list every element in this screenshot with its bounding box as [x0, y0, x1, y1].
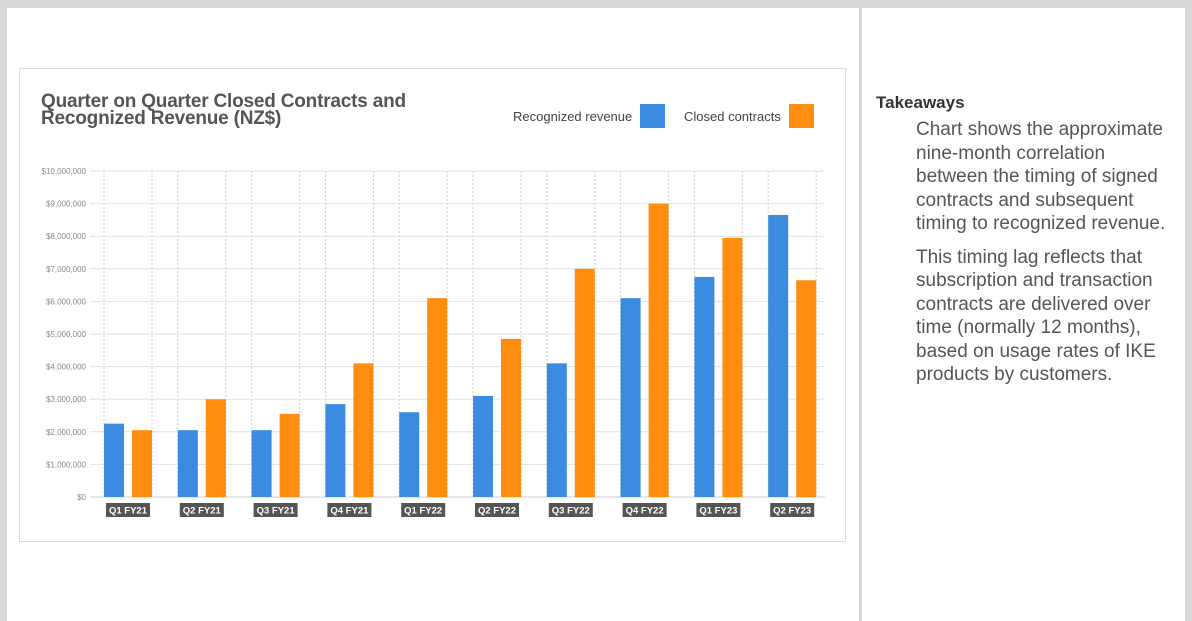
bar-closed-contracts-q3-fy21: [279, 413, 300, 497]
y-tick-label: $4,000,000: [46, 363, 87, 372]
legend-swatch-recognized-revenue: [640, 104, 666, 128]
bar-recognized-revenue-q1-fy21: [104, 423, 124, 497]
x-tick-label: Q3 FY22: [552, 506, 590, 517]
bar-closed-contracts-q2-fy22: [501, 338, 521, 497]
bar-recognized-revenue-q1-fy22: [399, 412, 420, 497]
y-tick-label: $10,000,000: [42, 167, 87, 176]
y-tick-label: $9,000,000: [46, 200, 87, 209]
x-tick-label-bg: [106, 503, 150, 517]
y-tick-label: $0: [77, 493, 86, 502]
bar-recognized-revenue-q2-fy23: [768, 215, 789, 497]
x-tick-label-bg: [401, 503, 446, 517]
takeaways-panel: Takeaways Chart shows the approximate ni…: [876, 93, 1181, 397]
bar-recognized-revenue-q2-fy22: [473, 395, 493, 497]
bar-recognized-revenue-q3-fy21: [251, 430, 272, 497]
y-tick-label: $5,000,000: [46, 330, 87, 339]
y-tick-label: $2,000,000: [46, 428, 87, 437]
x-tick-label: Q1 FY21: [109, 506, 148, 517]
bar-recognized-revenue-q2-fy21: [177, 430, 198, 497]
bar-recognized-revenue-q1-fy23: [694, 276, 715, 497]
x-tick-label: Q2 FY22: [478, 506, 516, 517]
x-tick-label-bg: [327, 503, 372, 517]
bar-recognized-revenue-q4-fy22: [620, 298, 641, 497]
x-tick-label: Q1 FY23: [699, 506, 737, 517]
bar-closed-contracts-q2-fy23: [796, 280, 817, 497]
bar-closed-contracts-q1-fy21: [132, 430, 152, 497]
x-tick-label: Q1 FY22: [404, 506, 442, 517]
bar-closed-contracts-q4-fy21: [353, 363, 374, 497]
x-tick-label-bg: [622, 503, 667, 517]
window-frame-left: [0, 0, 7, 621]
x-tick-label-bg: [475, 503, 519, 517]
x-tick-label: Q2 FY23: [773, 506, 811, 517]
x-tick-label-bg: [179, 503, 224, 517]
y-tick-label: $1,000,000: [46, 460, 87, 469]
x-tick-label: Q4 FY22: [626, 506, 664, 517]
bar-closed-contracts-q2-fy21: [205, 399, 226, 497]
window-frame-right: [1185, 0, 1192, 621]
y-tick-label: $3,000,000: [46, 395, 87, 404]
y-tick-label: $7,000,000: [46, 265, 87, 274]
x-tick-label: Q2 FY21: [183, 506, 222, 517]
takeaway-paragraph-1: Chart shows the approximate nine-month c…: [916, 119, 1166, 234]
x-tick-label: Q4 FY21: [330, 506, 369, 517]
chart-card: Quarter on Quarter Closed Contracts and …: [19, 68, 846, 542]
panel-divider: [859, 8, 862, 621]
x-tick-label: Q3 FY21: [257, 506, 296, 517]
x-tick-label-bg: [253, 503, 298, 517]
bar-closed-contracts-q1-fy22: [427, 298, 448, 497]
bar-chart: $0 $1,000,000 $2,000,000 $3,000,000 $4,000,0…: [42, 167, 825, 517]
bar-closed-contracts-q3-fy22: [574, 268, 595, 497]
takeaway-paragraph-2: This timing lag reflects that subscripti…: [916, 246, 1156, 386]
takeaways-heading: Takeaways: [876, 93, 965, 112]
bar-recognized-revenue-q3-fy22: [546, 363, 567, 497]
x-tick-label-bg: [548, 503, 593, 517]
x-tick-label-bg: [696, 503, 741, 517]
legend-label-recognized-revenue: Recognized revenue: [513, 108, 633, 124]
window-frame-top: [0, 0, 1192, 8]
bar-closed-contracts-q1-fy23: [722, 237, 743, 497]
legend-item-recognized-revenue: Recognized revenue: [513, 104, 666, 128]
bar-recognized-revenue-q4-fy21: [325, 404, 346, 497]
y-tick-label: $8,000,000: [46, 232, 87, 241]
bar-closed-contracts-q4-fy22: [648, 203, 669, 497]
legend-label-closed-contracts: Closed contracts: [684, 108, 781, 124]
chart-title: Quarter on Quarter Closed Contracts and …: [41, 91, 406, 129]
legend-swatch-closed-contracts: [788, 104, 814, 128]
y-tick-label: $6,000,000: [46, 297, 87, 306]
legend-item-closed-contracts: Closed contracts: [684, 104, 814, 128]
x-tick-label-bg: [770, 503, 815, 517]
